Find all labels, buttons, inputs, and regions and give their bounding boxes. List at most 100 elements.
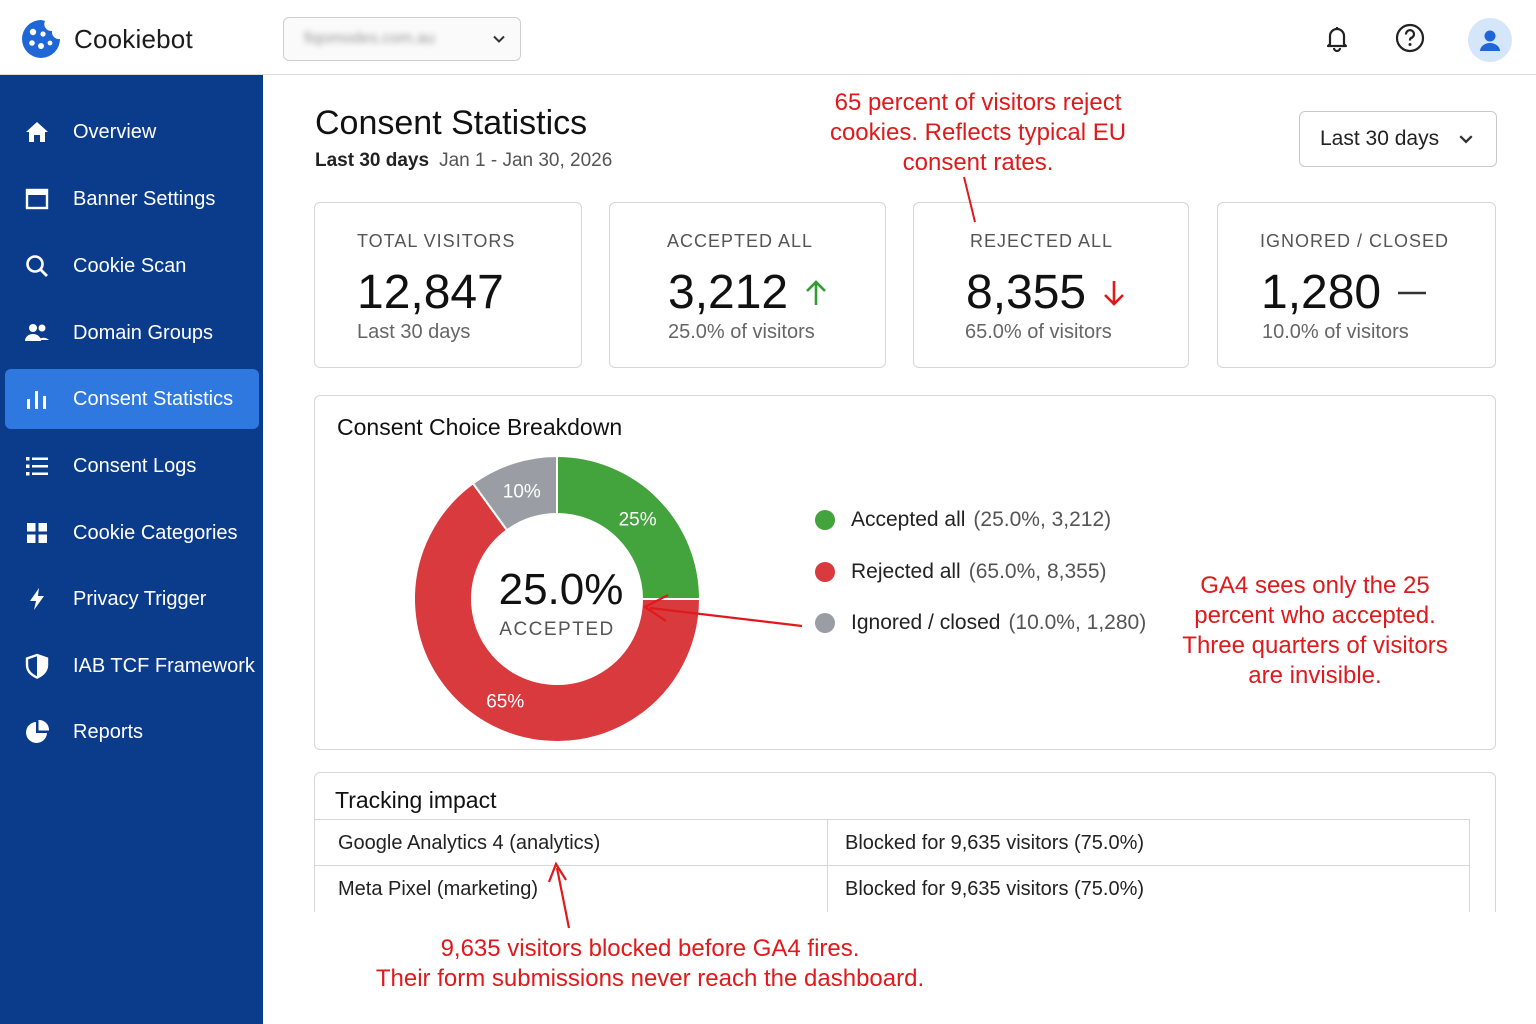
domain-selector[interactable]: fiqomodes.com.au [283, 17, 521, 61]
date-range-select[interactable]: Last 30 days [1299, 111, 1497, 167]
donut-slice-accepted [556, 454, 702, 600]
stat-sub: 25.0% of visitors [668, 321, 815, 343]
help-icon[interactable] [1394, 22, 1426, 54]
arrow-down-icon [1104, 280, 1125, 306]
stat-card-ignored-closed: IGNORED / CLOSED 1,280 10.0% of visitors [1217, 202, 1496, 368]
stat-card-rejected-all: REJECTED ALL 8,355 65.0% of visitors [913, 202, 1189, 368]
table-cell-tool: Meta Pixel (marketing) [315, 866, 828, 912]
stat-value-text: 8,355 [966, 266, 1087, 319]
stat-value: 12,847 [357, 265, 504, 320]
bell-icon[interactable] [1321, 22, 1353, 54]
legend-item-rejected: Rejected all (65.0%, 8,355) [815, 560, 1107, 584]
sidebar-item-consent-statistics[interactable]: Consent Statistics [5, 369, 259, 429]
donut-center-label: ACCEPTED [499, 619, 614, 640]
legend-item-accepted: Accepted all (25.0%, 3,212) [815, 508, 1111, 532]
user-icon [1480, 30, 1500, 51]
legend-dot [815, 562, 835, 582]
stat-label: REJECTED ALL [970, 231, 1114, 251]
grid-icon [27, 523, 47, 543]
cookie-logo-icon [22, 20, 60, 58]
legend-detail: (65.0%, 8,355) [968, 560, 1107, 583]
user-avatar[interactable] [1468, 18, 1512, 62]
domain-selector-value: fiqomodes.com.au [304, 30, 435, 47]
donut-slice-ignored [471, 454, 558, 532]
stat-value: 3,212 [668, 265, 828, 320]
page-title: Consent Statistics [315, 104, 588, 142]
sidebar-item-consent-logs[interactable]: Consent Logs [5, 436, 259, 496]
stat-value-text: 12,847 [357, 266, 504, 319]
bar-chart-icon [27, 391, 46, 409]
tracking-title: Tracking impact [335, 787, 497, 813]
stat-card-total-visitors: TOTAL VISITORS 12,847 Last 30 days [314, 202, 582, 368]
sidebar-item-label: Domain Groups [73, 321, 214, 344]
legend-detail: (10.0%, 1,280) [1008, 611, 1147, 634]
donut-slice-rejected [415, 481, 702, 743]
legend-item-ignored: Ignored / closed (10.0%, 1,280) [815, 611, 1146, 635]
period-label: Last 30 days [315, 150, 430, 171]
annotation-ga4-visibility: GA4 sees only the 25 percent who accepte… [1182, 572, 1448, 689]
cookiebot-logo[interactable]: Cookiebot [20, 18, 193, 60]
sidebar-item-label: Consent Statistics [73, 387, 234, 410]
date-range: Jan 1 - Jan 30, 2026 [439, 150, 613, 171]
slice-label-accepted: 25% [619, 509, 657, 530]
sidebar-item-label: Banner Settings [73, 187, 216, 210]
stat-value-text: 1,280 [1261, 266, 1382, 319]
sidebar-item-label: Reports [73, 720, 144, 743]
stat-value: 8,355 [966, 265, 1126, 320]
legend-dot [815, 613, 835, 633]
sidebar-item-domain-groups[interactable]: Domain Groups [5, 303, 259, 363]
sidebar-item-iab-tcf-framework[interactable]: IAB TCF Framework [5, 636, 259, 696]
table-cell-status: Blocked for 9,635 visitors (75.0%) [845, 831, 1145, 854]
sidebar-item-reports[interactable]: Reports [5, 702, 259, 762]
slice-label-rejected: 65% [486, 692, 524, 713]
sidebar: Overview Banner Settings Cookie Scan Dom… [0, 75, 263, 1024]
consent-breakdown-panel: Consent Choice Breakdown 25% 65% 10% 25.… [314, 395, 1496, 750]
stat-sub: 65.0% of visitors [965, 321, 1112, 343]
sidebar-item-label: IAB TCF Framework [73, 654, 255, 677]
annotation-reject-rate: 65 percent of visitors reject cookies. R… [829, 89, 1127, 176]
dash-icon [1398, 291, 1427, 294]
legend-name: Rejected all [851, 560, 961, 583]
date-range-select-value: Last 30 days [1320, 127, 1440, 150]
stat-label: ACCEPTED ALL [667, 231, 814, 251]
sidebar-item-banner-settings[interactable]: Banner Settings [5, 169, 259, 229]
legend-dot [815, 510, 835, 530]
sidebar-item-label: Cookie Scan [73, 254, 187, 277]
top-header: Cookiebot fiqomodes.com.au [0, 0, 1536, 75]
lightning-icon [30, 588, 44, 610]
legend-name: Accepted all [851, 508, 966, 531]
home-icon [26, 122, 48, 142]
sidebar-item-privacy-trigger[interactable]: Privacy Trigger [5, 569, 259, 629]
table-cell-status: Blocked for 9,635 visitors (75.0%) [845, 877, 1145, 900]
stat-label: TOTAL VISITORS [357, 231, 516, 251]
stat-card-accepted-all: ACCEPTED ALL 3,212 25.0% of visitors [609, 202, 886, 368]
stat-value: 1,280 [1261, 265, 1427, 320]
users-icon [25, 324, 49, 341]
sidebar-item-label: Privacy Trigger [73, 587, 207, 610]
arrow-up-icon [806, 279, 827, 305]
sidebar-item-label: Overview [73, 120, 157, 143]
pie-chart-icon [26, 719, 50, 743]
annotation-blocked-line-2: Their form submissions never reach the d… [375, 965, 925, 992]
tracking-impact-table: Tracking impact Google Analytics 4 (anal… [314, 772, 1496, 912]
donut-center-value: 25.0% [499, 565, 624, 614]
chevron-down-icon [493, 35, 505, 43]
annotation-blocked-line-1: 9,635 visitors blocked before GA4 fires. [440, 935, 860, 962]
consent-donut-chart: 25% 65% 10% 25.0% ACCEPTED [415, 454, 702, 743]
list-icon [26, 457, 48, 476]
search-icon [26, 255, 48, 277]
table-cell-tool: Google Analytics 4 (analytics) [315, 820, 828, 866]
table-row: Meta Pixel (marketing) Blocked for 9,635… [315, 865, 1470, 912]
chevron-down-icon [1459, 135, 1473, 144]
sidebar-item-cookie-categories[interactable]: Cookie Categories [5, 503, 259, 563]
page-subtitle: Last 30 days Jan 1 - Jan 30, 2026 [315, 150, 612, 172]
stat-label: IGNORED / CLOSED [1260, 231, 1450, 251]
shield-icon [25, 653, 49, 679]
legend-detail: (25.0%, 3,212) [973, 508, 1112, 531]
table-row: Google Analytics 4 (analytics) Blocked f… [315, 819, 1470, 866]
sidebar-item-label: Consent Logs [73, 454, 197, 477]
sidebar-item-label: Cookie Categories [73, 521, 238, 544]
stat-sub: 10.0% of visitors [1262, 321, 1409, 343]
sidebar-item-cookie-scan[interactable]: Cookie Scan [5, 236, 259, 296]
sidebar-item-overview[interactable]: Overview [5, 102, 259, 162]
